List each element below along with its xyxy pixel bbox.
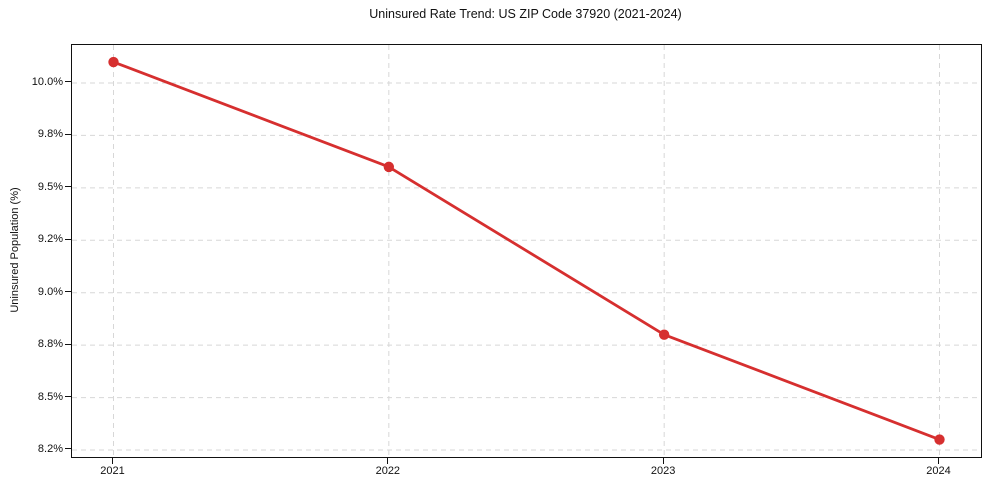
y-tick-mark — [64, 343, 71, 345]
y-tick-mark — [64, 238, 71, 240]
y-tick-label: 9.8% — [37, 128, 63, 141]
y-tick-mark — [64, 395, 71, 397]
x-tick-label: 2021 — [100, 465, 125, 477]
y-tick-label: 8.8% — [37, 338, 63, 351]
plot-area — [71, 44, 982, 458]
y-tick-label: 9.5% — [37, 180, 63, 193]
line-chart-canvas — [72, 45, 981, 457]
data-point — [658, 329, 670, 340]
x-tick-mark — [662, 457, 664, 464]
chart-title: Uninsured Rate Trend: US ZIP Code 37920 … — [369, 7, 682, 21]
data-point — [934, 434, 945, 445]
y-tick-mark — [64, 448, 71, 450]
trend-line — [112, 60, 941, 441]
y-tick-mark — [64, 133, 71, 135]
x-tick-mark — [111, 457, 113, 464]
y-tick-label: 9.2% — [37, 233, 63, 246]
x-tick-label: 2023 — [650, 465, 676, 477]
x-tick-mark — [387, 457, 389, 464]
data-point — [108, 56, 119, 68]
y-tick-label: 9.0% — [37, 285, 63, 298]
x-tick-label: 2022 — [375, 465, 401, 477]
y-tick-label: 10.0% — [31, 76, 63, 88]
y-tick-mark — [64, 291, 71, 293]
y-tick-mark — [64, 81, 71, 83]
data-point — [383, 161, 395, 173]
x-tick-mark — [937, 457, 939, 464]
y-tick-label: 8.5% — [37, 390, 63, 403]
y-tick-label: 8.2% — [37, 443, 63, 455]
y-tick-mark — [64, 186, 71, 188]
x-tick-label: 2024 — [926, 465, 951, 477]
